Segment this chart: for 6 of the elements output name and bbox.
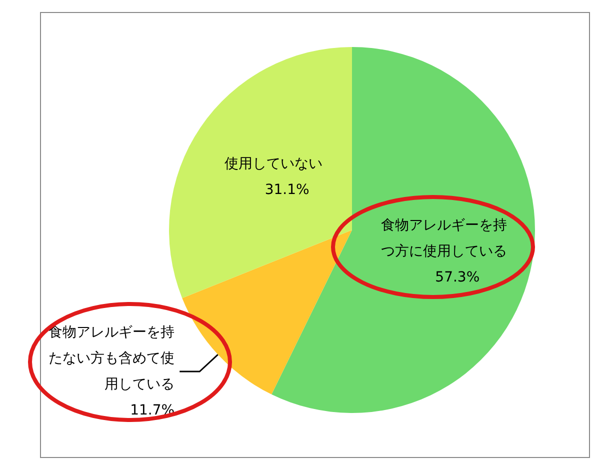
data-label: 31.1%	[238, 182, 310, 198]
data-label: 57.3%	[408, 269, 480, 286]
slice-label: 食物アレルギーを持たない方も含めて使用している	[48, 324, 175, 393]
slice-label: 食物アレルギーを持つ方に使用している	[381, 217, 508, 260]
slice-label: 使用していない	[224, 156, 323, 172]
data-label: 11.7%	[103, 402, 175, 419]
